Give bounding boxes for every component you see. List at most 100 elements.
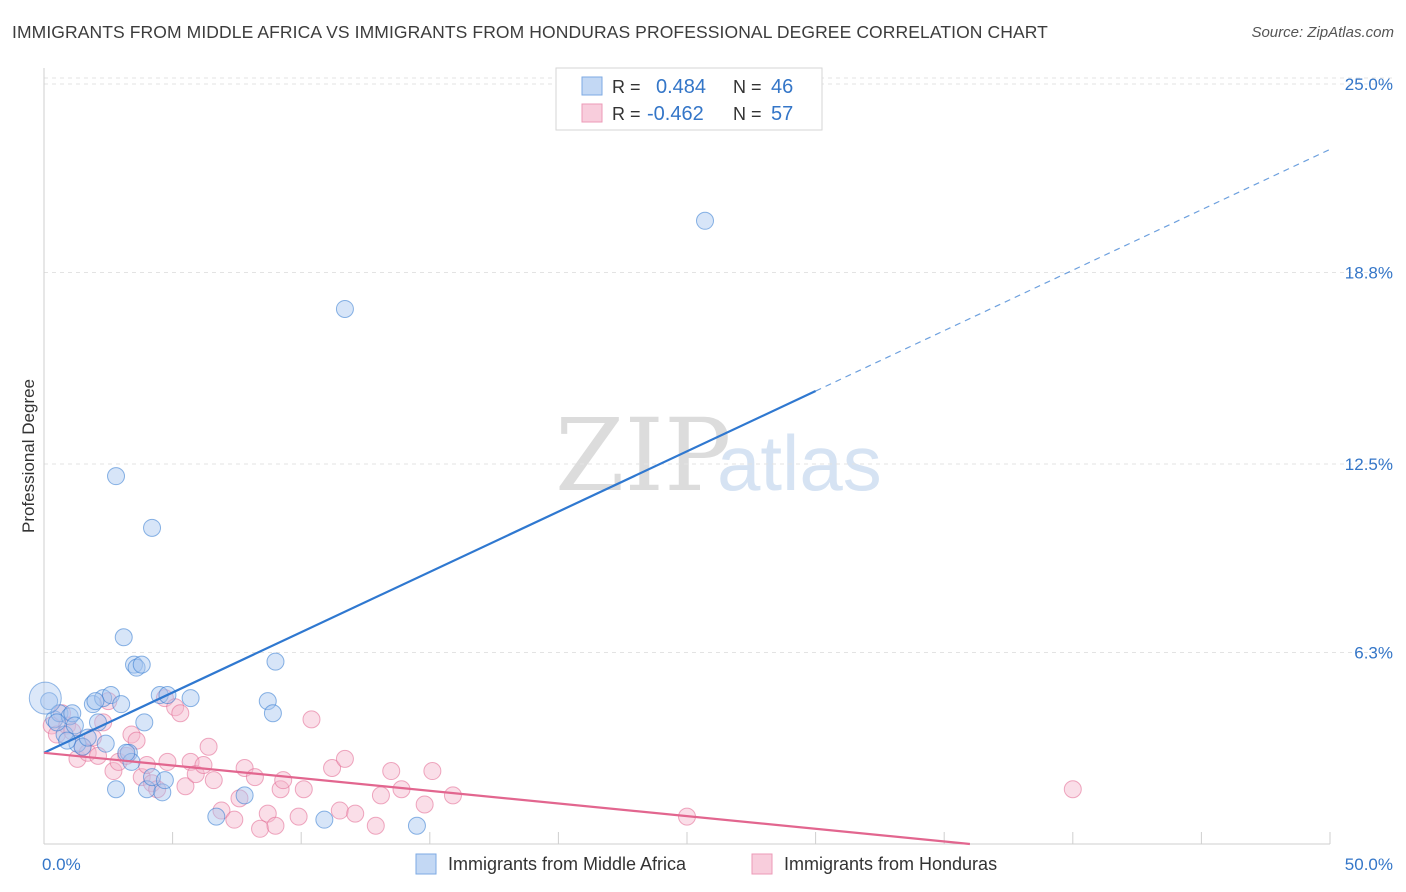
middle-africa-point-23 bbox=[137, 780, 156, 799]
middle-africa-point-37 bbox=[143, 518, 162, 537]
middle-africa-point-38 bbox=[335, 299, 354, 318]
honduras-point-45 bbox=[330, 801, 349, 820]
honduras-point-29 bbox=[199, 737, 218, 756]
honduras-point-53 bbox=[423, 762, 442, 781]
middle-africa-point-33 bbox=[266, 652, 285, 671]
middle-africa-point-29 bbox=[207, 807, 226, 826]
source-credit: Source: ZipAtlas.com bbox=[1251, 24, 1394, 41]
honduras-point-24 bbox=[171, 704, 190, 723]
legend-n-label-1: N = bbox=[733, 77, 762, 97]
honduras-point-41 bbox=[289, 807, 308, 826]
honduras-point-47 bbox=[346, 804, 365, 823]
middle-africa-point-20 bbox=[127, 658, 146, 677]
middle-africa-point-9 bbox=[83, 695, 102, 714]
honduras-point-15 bbox=[122, 725, 141, 744]
honduras-point-22 bbox=[158, 752, 177, 771]
middle-africa-point-31 bbox=[258, 692, 277, 711]
chart-title: IMMIGRANTS FROM MIDDLE AFRICA VS IMMIGRA… bbox=[12, 22, 1048, 42]
series-legend-swatch-pink bbox=[751, 853, 773, 875]
middle-africa-point-14 bbox=[107, 780, 126, 799]
middle-africa-point-28 bbox=[181, 689, 200, 708]
honduras-point-43 bbox=[302, 710, 321, 729]
middle-africa-point-22 bbox=[135, 713, 154, 732]
y-tick-label-3: 25.0% bbox=[1345, 75, 1393, 94]
grid-lines bbox=[44, 77, 1392, 653]
correlation-legend: R = 0.484 N = 46 R = -0.462 N = 57 bbox=[555, 67, 823, 131]
middle-africa-point-35 bbox=[407, 816, 426, 835]
series-legend-label-honduras: Immigrants from Honduras bbox=[784, 854, 997, 874]
honduras-point-28 bbox=[194, 755, 213, 774]
middle-africa-points bbox=[28, 211, 715, 835]
y-tick-label-0: 6.3% bbox=[1354, 643, 1393, 662]
honduras-point-20 bbox=[148, 780, 167, 799]
legend-r-value-2: -0.462 bbox=[647, 103, 704, 125]
honduras-point-30 bbox=[204, 771, 223, 790]
honduras-point-44 bbox=[323, 759, 342, 777]
series-legend-label-middle-africa: Immigrants from Middle Africa bbox=[448, 854, 687, 874]
honduras-point-52 bbox=[415, 795, 434, 814]
middle-africa-point-21 bbox=[132, 655, 151, 674]
watermark-zip: ZIP bbox=[555, 397, 731, 514]
x-ticks bbox=[43, 832, 1331, 844]
honduras-point-42 bbox=[294, 780, 313, 799]
middle-africa-point-27 bbox=[155, 771, 174, 790]
honduras-point-12 bbox=[104, 762, 123, 781]
middle-africa-point-36 bbox=[107, 467, 126, 486]
honduras-point-36 bbox=[251, 819, 270, 838]
honduras-point-40 bbox=[274, 771, 293, 790]
honduras-point-17 bbox=[132, 768, 151, 787]
legend-n-value-1: 46 bbox=[771, 76, 793, 98]
middle-africa-point-7 bbox=[73, 737, 92, 756]
y-tick-label-2: 18.8% bbox=[1345, 263, 1393, 282]
honduras-point-46 bbox=[335, 749, 354, 768]
legend-n-value-2: 57 bbox=[771, 103, 793, 125]
honduras-point-35 bbox=[245, 768, 264, 787]
watermark-atlas: atlas bbox=[717, 419, 882, 507]
legend-r-label-1: R = bbox=[612, 77, 641, 97]
honduras-point-31 bbox=[212, 801, 231, 820]
honduras-point-54 bbox=[443, 786, 462, 805]
tick-labels: 6.3% 12.5% 18.8% 25.0% 0.0% 50.0% bbox=[42, 75, 1393, 874]
middle-africa-point-42 bbox=[65, 716, 84, 735]
middle-africa-trendline-extension bbox=[815, 148, 1331, 392]
honduras-point-56 bbox=[1063, 780, 1082, 799]
legend-r-label-2: R = bbox=[612, 104, 641, 124]
x-tick-label-1: 50.0% bbox=[1345, 855, 1393, 874]
legend-swatch-pink bbox=[581, 103, 603, 123]
middle-africa-point-39 bbox=[696, 211, 715, 230]
honduras-point-32 bbox=[225, 810, 244, 829]
honduras-point-49 bbox=[371, 786, 390, 805]
x-tick-label-0: 0.0% bbox=[42, 855, 81, 874]
middle-africa-point-43 bbox=[86, 692, 105, 711]
trendlines bbox=[43, 148, 1331, 846]
honduras-point-27 bbox=[186, 765, 205, 784]
middle-africa-point-44 bbox=[117, 743, 136, 762]
y-axis-label: Professional Degree bbox=[19, 379, 38, 533]
honduras-point-50 bbox=[382, 762, 401, 781]
middle-africa-point-32 bbox=[263, 704, 282, 723]
middle-africa-point-34 bbox=[315, 810, 334, 829]
middle-africa-point-16 bbox=[114, 628, 133, 647]
series-legend: Immigrants from Middle Africa Immigrants… bbox=[415, 853, 997, 875]
middle-africa-point-40 bbox=[47, 713, 66, 732]
middle-africa-point-large bbox=[28, 681, 62, 715]
honduras-point-38 bbox=[266, 816, 285, 835]
honduras-point-48 bbox=[366, 816, 385, 835]
honduras-point-33 bbox=[230, 789, 249, 808]
middle-africa-point-41 bbox=[58, 731, 77, 750]
honduras-points bbox=[42, 689, 1082, 838]
middle-africa-point-19 bbox=[125, 655, 144, 674]
legend-r-value-1: 0.484 bbox=[656, 76, 706, 98]
y-tick-label-1: 12.5% bbox=[1345, 455, 1393, 474]
middle-africa-point-15 bbox=[112, 695, 131, 714]
middle-africa-point-0 bbox=[40, 692, 59, 711]
middle-africa-point-13 bbox=[101, 686, 120, 705]
honduras-point-18 bbox=[137, 755, 156, 774]
honduras-point-25 bbox=[176, 777, 195, 796]
legend-swatch-blue bbox=[581, 76, 603, 96]
legend-n-label-2: N = bbox=[733, 104, 762, 124]
middle-africa-point-30 bbox=[235, 786, 254, 805]
middle-africa-point-12 bbox=[96, 734, 115, 753]
middle-africa-trendline bbox=[43, 390, 817, 754]
